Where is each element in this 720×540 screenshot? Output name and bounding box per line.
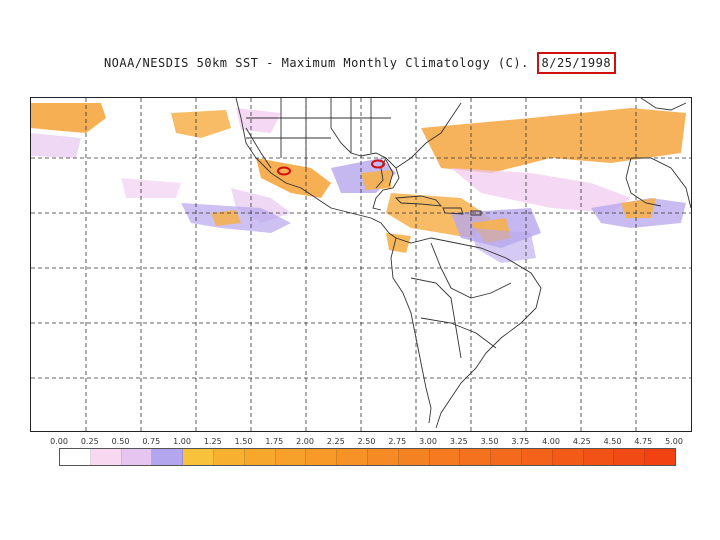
colorbar-cell xyxy=(90,449,122,465)
colorbar-tick-label: 1.75 xyxy=(265,437,284,446)
colorbar-cell xyxy=(552,449,584,465)
colorbar xyxy=(59,448,676,466)
colorbar-tick-label: 4.50 xyxy=(603,437,622,446)
colorbar-tick-label: 1.00 xyxy=(173,437,191,446)
colorbar-tick-label: 1.25 xyxy=(203,437,222,446)
date-highlight: 8/25/1998 xyxy=(536,52,617,74)
colorbar-cell xyxy=(460,449,492,465)
colorbar-cell xyxy=(429,449,461,465)
colorbar-tick-label: 4.75 xyxy=(634,437,653,446)
colorbar-tick-label: 2.75 xyxy=(388,437,407,446)
sst-map xyxy=(30,97,692,432)
colorbar-tick-label: 4.25 xyxy=(572,437,591,446)
colorbar-cell xyxy=(275,449,307,465)
map-title: NOAA/NESDIS 50km SST - Maximum Monthly C… xyxy=(0,52,720,76)
colorbar-tick-label: 5.00 xyxy=(665,437,683,446)
map-canvas xyxy=(31,98,691,431)
sst-heat-layer xyxy=(31,103,686,263)
colorbar-tick-label: 0.50 xyxy=(111,437,130,446)
colorbar-cell xyxy=(614,449,646,465)
colorbar-tick-label: 3.50 xyxy=(480,437,499,446)
colorbar-cell xyxy=(121,449,153,465)
colorbar-tick-label: 3.00 xyxy=(419,437,437,446)
colorbar-cell xyxy=(367,449,399,465)
colorbar-cell xyxy=(306,449,338,465)
colorbar-cell xyxy=(183,449,214,465)
colorbar-tick-label: 0.75 xyxy=(142,437,161,446)
colorbar-cell xyxy=(645,449,675,465)
pacific-marker xyxy=(277,166,291,176)
colorbar-tick-label: 3.25 xyxy=(449,437,468,446)
gulf-marker xyxy=(371,159,385,169)
colorbar-cell xyxy=(152,449,184,465)
colorbar-cell xyxy=(398,449,430,465)
colorbar-cell xyxy=(583,449,615,465)
colorbar-cell xyxy=(521,449,553,465)
colorbar-tick-label: 2.50 xyxy=(357,437,376,446)
lat-lon-grid xyxy=(31,98,691,431)
colorbar-tick-label: 0.25 xyxy=(80,437,99,446)
colorbar-ticks: 0.00 0.25 0.50 0.75 1.00 1.25 1.50 1.75 2.00 2.25… xyxy=(40,437,690,449)
colorbar-cell xyxy=(60,449,91,465)
colorbar-tick-label: 3.75 xyxy=(511,437,530,446)
colorbar-tick-label: 4.00 xyxy=(542,437,560,446)
colorbar-cell xyxy=(244,449,276,465)
colorbar-tick-label: 0.00 xyxy=(50,437,68,446)
colorbar-cell xyxy=(491,449,522,465)
colorbar-cell xyxy=(337,449,368,465)
colorbar-tick-label: 1.50 xyxy=(234,437,253,446)
colorbar-tick-label: 2.00 xyxy=(296,437,314,446)
colorbar-cell xyxy=(213,449,245,465)
colorbar-tick-label: 2.25 xyxy=(326,437,345,446)
date-text: 8/25/1998 xyxy=(541,56,612,70)
title-text: NOAA/NESDIS 50km SST - Maximum Monthly C… xyxy=(103,56,529,70)
